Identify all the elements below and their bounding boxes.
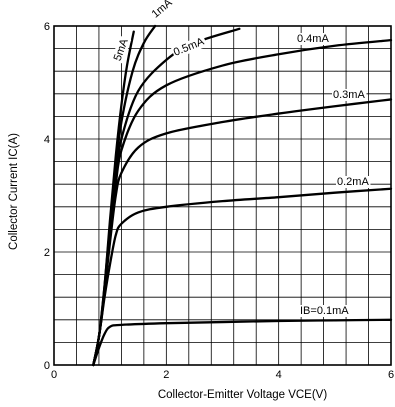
curve-label-bg bbox=[296, 33, 331, 45]
x-tick-label: 2 bbox=[163, 369, 169, 381]
curve-label-3: 0.4mA bbox=[297, 33, 329, 45]
curves bbox=[92, 24, 393, 367]
curve-label-bg bbox=[111, 35, 132, 64]
x-tick-label: 4 bbox=[276, 369, 282, 381]
curve-label-1: 0.2mA bbox=[337, 176, 369, 188]
x-tick-label: 6 bbox=[388, 369, 394, 381]
plot-frame bbox=[53, 25, 392, 366]
curve-label-bg bbox=[332, 89, 367, 101]
x-axis-title: Collector-Emitter Voltage VCE(V) bbox=[158, 389, 328, 401]
tick-labels: 0 2 4 6 0 2 4 6 bbox=[44, 21, 394, 381]
curve-label-bg bbox=[148, 0, 176, 22]
y-tick-label: 0 bbox=[44, 360, 50, 372]
curve-line-0 bbox=[92, 318, 393, 367]
curve-label-0: IB=0.1mA bbox=[300, 305, 349, 317]
y-axis-title: Collector Current IC(A) bbox=[8, 133, 20, 250]
y-tick-label: 4 bbox=[44, 134, 50, 146]
curve-label-2: 0.3mA bbox=[333, 89, 365, 101]
y-tick-label: 6 bbox=[44, 21, 50, 33]
curve-label-bg bbox=[170, 35, 208, 60]
y-tick-label: 2 bbox=[44, 247, 50, 259]
curve-line-6 bbox=[92, 30, 135, 367]
x-tick-label: 0 bbox=[51, 369, 57, 381]
curve-label-bg bbox=[336, 176, 371, 188]
curve-label-bg bbox=[299, 305, 351, 317]
